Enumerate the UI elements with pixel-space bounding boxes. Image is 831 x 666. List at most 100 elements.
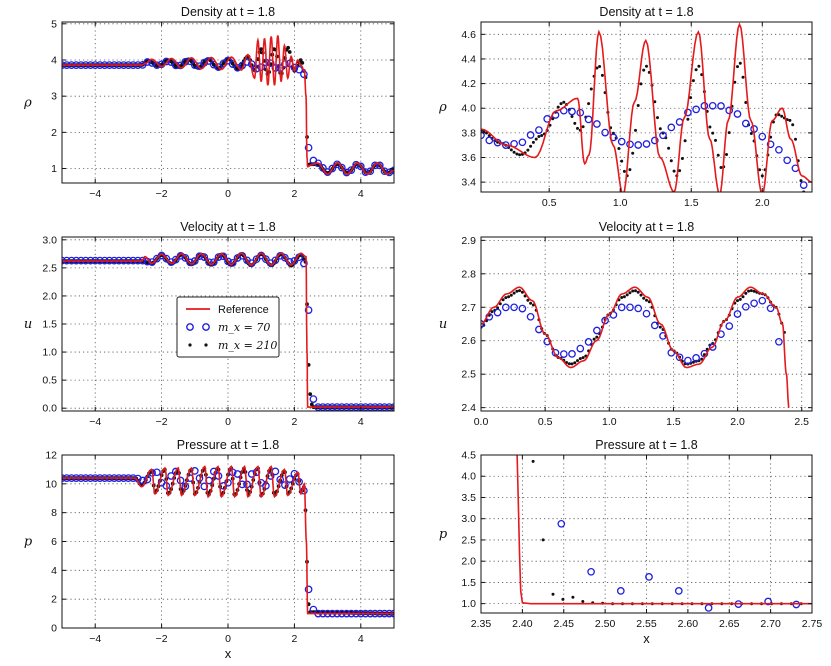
mx70-point [535, 126, 543, 134]
plot-area [481, 22, 812, 192]
mx70-point [667, 123, 676, 132]
plot-area [481, 286, 790, 408]
mx210-point [631, 289, 635, 293]
mx210-point [744, 101, 748, 104]
x-tick-label: 0 [225, 633, 231, 645]
y-axis-label: u [439, 317, 447, 332]
panel-velocity-zoom: 0.0 0.5 1.0 1.5 2.0 2.5 2.4 2.5 2.6 2.7 2.8 2.9 Velo… [439, 220, 813, 428]
mx70-point [252, 255, 261, 264]
y-tick-label: 4.2 [461, 78, 476, 90]
mx210-point [653, 100, 657, 104]
mx70-point [328, 164, 337, 173]
mx210-point [788, 118, 792, 122]
legend-marker-mx210b [204, 343, 208, 347]
mx210-point [639, 293, 643, 297]
mx70-point [725, 322, 734, 330]
y-tick-label: 10 [45, 478, 57, 490]
legend-box [176, 296, 280, 358]
mx70-point [153, 468, 161, 477]
x-tick-label: −2 [156, 188, 168, 200]
y-tick-label: 5 [51, 18, 57, 30]
chart-title: Pressure at t = 1.8 [595, 438, 698, 452]
mx210-point [576, 359, 579, 363]
mx210-point [689, 96, 693, 100]
chart-title: Pressure at t = 1.8 [177, 438, 280, 452]
mx70-point [481, 131, 485, 140]
y-tick-label: 2.5 [42, 262, 57, 274]
mx210-point [634, 289, 637, 293]
mx70-point [309, 395, 318, 403]
mx210-point [600, 73, 604, 77]
mx70-point [700, 102, 709, 110]
mx210-point [686, 117, 690, 121]
mx70-point [171, 255, 180, 264]
mx70-point [659, 131, 667, 140]
mx70-point [584, 115, 593, 124]
y-tick-label: 3.8 [461, 127, 476, 139]
mx210-point [490, 310, 494, 314]
legend-label-reference: Reference [218, 304, 269, 316]
x-tick-label: 2 [291, 188, 297, 200]
y-tick-label: 2 [51, 127, 57, 139]
mx70-point [601, 128, 609, 137]
mx70-point [584, 338, 593, 346]
mx210-point [631, 151, 635, 155]
mx210-point [531, 140, 535, 144]
axes-frame [480, 454, 813, 614]
mx70-point [559, 350, 568, 358]
mx210-point [541, 538, 545, 542]
mx210-point [512, 150, 516, 154]
mx70-point [375, 161, 384, 170]
mx70-point [766, 140, 775, 149]
mx70-point [526, 312, 535, 321]
mx210-point [694, 68, 698, 72]
x-tick-label: 2.55 [636, 618, 657, 630]
y-axis-label: p [439, 527, 448, 542]
x-tick-label: 0 [225, 188, 231, 200]
mx70-point [593, 326, 601, 335]
mx210-point [592, 337, 596, 341]
mx210-point [556, 105, 560, 109]
mx210-point [719, 166, 723, 169]
mx70-point [501, 303, 510, 312]
mx70-point [304, 143, 313, 152]
mx210-point [700, 357, 704, 361]
mx210-point [749, 289, 753, 293]
x-tick-label: 2 [291, 633, 297, 645]
mx210-point [691, 79, 695, 83]
mx70-point [758, 296, 767, 305]
mx210-point [669, 159, 673, 163]
plot-area [62, 35, 394, 177]
x-tick-label: 1.5 [666, 416, 681, 428]
mx70-point [692, 105, 700, 114]
mx210-point [634, 128, 637, 132]
y-tick-label: 3.0 [461, 513, 476, 525]
mx70-point [262, 255, 270, 264]
mx210-point [515, 289, 519, 293]
reference-line [481, 286, 790, 408]
mx70-point [366, 167, 375, 176]
x-tick-label: 0.0 [474, 416, 489, 428]
y-tick-label: 1.5 [461, 577, 476, 589]
mx210-point [738, 61, 742, 65]
mx210-point [501, 298, 505, 302]
mx210-point [573, 121, 577, 125]
mx70-point [257, 63, 266, 72]
mx210-point [747, 289, 751, 293]
mx210-point [636, 104, 640, 107]
mx210-point [561, 597, 565, 601]
reference-line [516, 455, 812, 605]
mx70-point [385, 168, 394, 177]
mx210-point [570, 115, 574, 118]
mx70-point [510, 303, 518, 312]
mx70-point [271, 256, 280, 265]
reference-line [62, 465, 394, 615]
mx210-point [578, 357, 582, 361]
x-tick-label: 2.70 [760, 618, 781, 630]
mx70-point [692, 354, 700, 362]
mx70-point [725, 106, 734, 115]
x-axis-label: x [225, 646, 232, 661]
mx70-point [485, 136, 494, 145]
y-tick-label: 3.5 [461, 492, 476, 504]
x-tick-label: 2.40 [512, 618, 533, 630]
